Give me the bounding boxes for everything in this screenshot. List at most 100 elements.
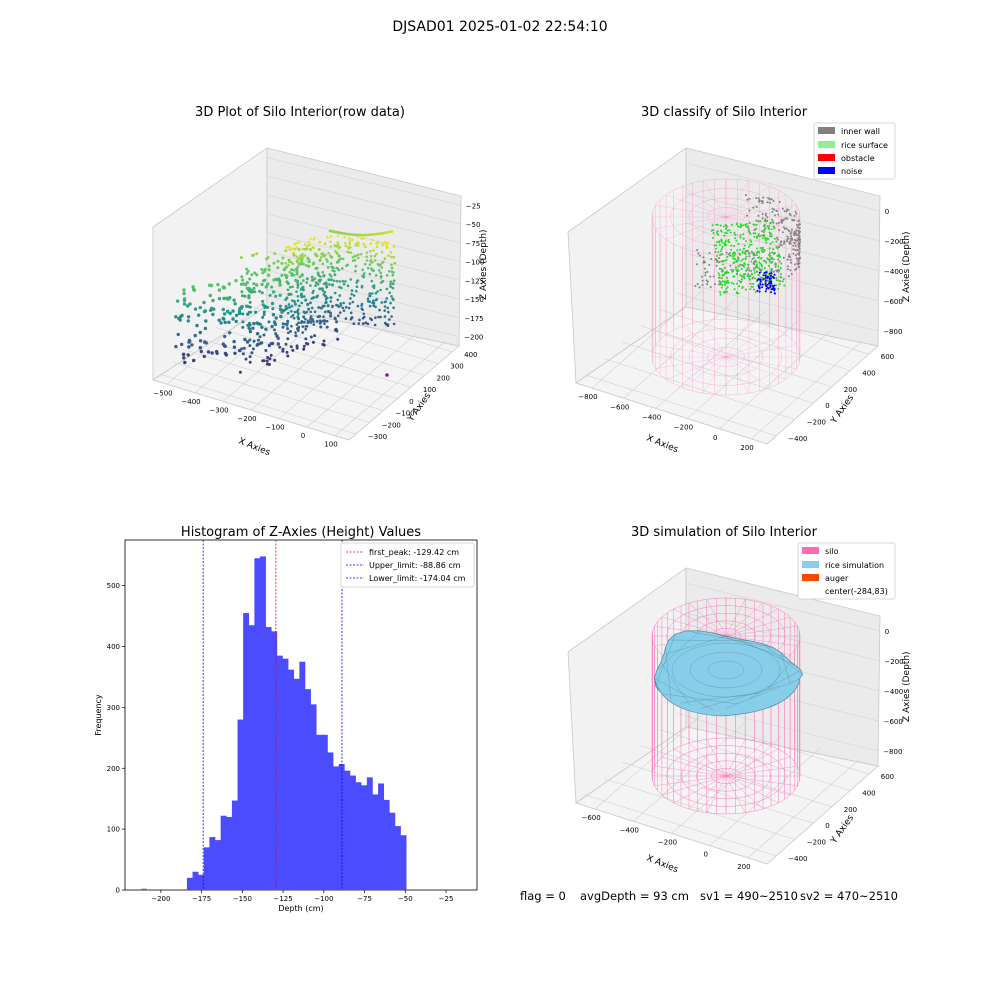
noise-point (772, 285, 774, 287)
histogram-legend-box (340, 542, 475, 588)
y-tick-label: −400 (788, 855, 807, 863)
data-point (271, 290, 276, 294)
data-point (319, 275, 322, 278)
data-point (222, 312, 227, 316)
data-point (302, 347, 306, 351)
data-point (305, 247, 309, 251)
raw-3d-floor-pane (152, 305, 460, 441)
classify-3d-title: 3D classify of Silo Interior (641, 105, 808, 120)
data-point (380, 266, 384, 269)
silo-spoke (725, 739, 746, 777)
rice-surface-point (779, 267, 782, 270)
data-point (284, 342, 288, 346)
rice-surface-point (715, 231, 718, 234)
data-point (261, 299, 265, 303)
rice-surface-point (749, 288, 752, 291)
data-point (356, 304, 360, 308)
data-point (307, 264, 311, 268)
data-point (344, 241, 347, 245)
rice-surface-point (761, 251, 764, 254)
legend-label-rice-simulation: rice simulation (825, 561, 884, 570)
data-point (290, 310, 293, 313)
inner-wall-point (753, 229, 756, 231)
rice-surface-point (755, 260, 758, 263)
histogram-bar (231, 800, 238, 890)
noise-point (764, 284, 767, 287)
data-point (255, 273, 259, 277)
data-point (255, 343, 259, 347)
rice-surface-point (743, 244, 746, 247)
inner-wall-point (785, 217, 788, 220)
data-point (349, 297, 352, 300)
data-point (291, 348, 295, 352)
data-point (295, 344, 299, 348)
mesh-line (661, 693, 739, 705)
inner-wall-point (798, 227, 801, 230)
data-point (285, 275, 289, 278)
histogram-bar (203, 847, 210, 890)
data-point (312, 261, 316, 265)
x-tick-label: −175 (192, 895, 211, 903)
inner-wall-point (753, 288, 755, 291)
data-point (295, 270, 299, 274)
inner-wall-point (797, 257, 800, 260)
noise-point (773, 287, 776, 290)
rice-surface-point (777, 270, 780, 273)
raw-3d-grid (159, 157, 461, 436)
data-point (359, 252, 363, 256)
data-point (345, 264, 348, 268)
rice-surface-point (766, 237, 769, 240)
data-point (260, 291, 264, 295)
rice-surface-point (732, 268, 735, 271)
data-point (204, 319, 208, 323)
data-point (388, 318, 391, 321)
data-point (287, 293, 291, 297)
data-point (375, 242, 378, 245)
data-point (245, 267, 249, 271)
inner-wall-point (789, 214, 792, 217)
histogram-bar (333, 766, 340, 890)
inner-wall-point (753, 252, 756, 255)
data-point (383, 300, 387, 304)
data-point (297, 240, 301, 244)
y-tick-label: −300 (368, 433, 387, 441)
data-point (361, 322, 365, 325)
classify-3d-x-label: X Axies (645, 434, 680, 456)
rice-surface-point (720, 286, 723, 289)
inner-wall-point (776, 269, 779, 272)
data-point (306, 342, 310, 346)
rice-surface-point (773, 237, 776, 240)
data-point (248, 338, 252, 342)
histogram-bar (400, 835, 407, 890)
inner-wall-point (782, 256, 785, 259)
silo-spoke (725, 775, 764, 810)
data-point (284, 307, 288, 311)
data-point (295, 268, 299, 272)
data-point (176, 299, 180, 303)
noise-point (769, 286, 772, 288)
silo-spoke (682, 186, 727, 218)
inner-wall-point (772, 199, 775, 202)
histogram-y-ticks: 0 100 200 300 400 500 (107, 582, 125, 895)
data-point (338, 280, 342, 283)
inner-wall-point (755, 205, 758, 208)
data-point (232, 298, 236, 302)
inner-wall-point (747, 266, 750, 269)
silo-spoke (702, 216, 727, 254)
noise-point (757, 277, 760, 280)
data-point (271, 313, 276, 317)
data-point (391, 273, 395, 277)
data-point (380, 250, 384, 254)
inner-wall-point (764, 214, 767, 217)
data-point (182, 302, 187, 306)
data-point (379, 271, 383, 275)
data-point (266, 306, 270, 309)
data-point (263, 306, 267, 309)
data-point (333, 328, 337, 332)
grid-line (677, 712, 869, 775)
data-point (206, 350, 211, 354)
data-point (344, 317, 348, 320)
y-tick-label: 0 (825, 402, 829, 410)
inner-wall-point (714, 283, 717, 286)
rice-surface-point (739, 234, 742, 237)
